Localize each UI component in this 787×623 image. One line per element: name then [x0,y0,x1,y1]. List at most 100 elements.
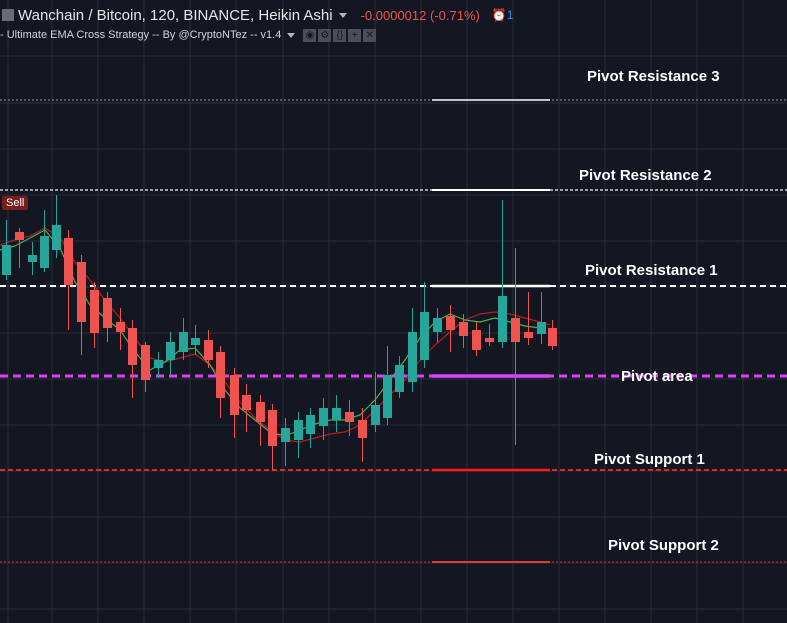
study-label[interactable]: - Ultimate EMA Cross Strategy -- By @Cry… [0,29,282,41]
candle [40,210,49,272]
candle-body [281,428,290,442]
pivot-support-2-label: Pivot Support 2 [608,537,719,554]
pivot-resistance-2-label: Pivot Resistance 2 [579,167,712,184]
candle [371,372,380,432]
add-icon[interactable]: + [348,28,362,42]
candle-body [256,402,265,422]
chevron-down-icon[interactable] [287,32,296,38]
candle [459,314,468,348]
price-change: -0.0000012 (-0.71%) [360,7,480,23]
candle [230,368,239,438]
candle [306,408,315,448]
candle-body [319,408,328,426]
candle-body [179,332,188,352]
candle-body [548,328,557,346]
candle [216,346,225,418]
candle [524,292,533,345]
candle-body [420,312,429,360]
candle-body [77,262,86,322]
candle [446,305,455,352]
candle [77,255,86,355]
candle [332,395,341,432]
candle [319,398,328,440]
candle [383,346,392,425]
candle-body [242,395,251,410]
candle [420,282,429,368]
candle [154,352,163,378]
settings-icon[interactable]: ⚙ [318,28,332,42]
candle-body [191,338,200,345]
pivot-resistance-1-label: Pivot Resistance 1 [585,262,718,279]
candle [358,408,367,462]
candle-body [537,322,546,334]
candle-body [524,332,533,338]
candle [395,356,404,398]
close-icon[interactable]: ✕ [363,28,377,42]
candle-body [216,352,225,398]
sell-signal-badge: Sell [2,196,29,210]
candle-body [459,322,468,336]
alarm-clock-icon[interactable]: ⏰1 [491,8,514,22]
candle [433,308,442,342]
candle [294,412,303,458]
candle-body [90,290,99,333]
candle [537,292,546,344]
candle-body [358,420,367,438]
candle-body [332,408,341,420]
candle-body [446,316,455,330]
candle-body [230,375,239,415]
candles [2,195,557,470]
study-legend: - Ultimate EMA Cross Strategy -- By @Cry… [0,27,378,43]
candle-body [166,342,175,360]
candle-body [371,405,380,425]
pivot-support-1-label: Pivot Support 1 [594,451,705,468]
candle [166,332,175,375]
collapse-icon[interactable] [2,9,14,21]
candle-body [345,412,354,422]
candle [256,395,265,446]
candle-body [395,365,404,392]
candle [268,404,277,470]
candle [90,282,99,348]
candle-body [141,345,150,380]
candle-body [408,332,417,382]
candle [345,400,354,436]
candle [204,330,213,368]
candle-body [268,410,277,446]
candle-body [433,318,442,332]
pivot-resistance-3-label: Pivot Resistance 3 [587,68,720,85]
candle-body [204,340,213,360]
symbol-title[interactable]: Wanchain / Bitcoin, 120, BINANCE, Heikin… [18,6,333,24]
candle [64,230,73,330]
pivot-area-label: Pivot area [621,368,693,385]
candle-body [128,328,137,365]
candle-body [154,360,163,368]
candle [103,292,112,342]
candle-body [511,318,520,342]
candle-body [2,245,11,275]
candle [179,318,188,360]
candle [498,200,507,348]
candle-body [28,255,37,262]
candle-body [485,338,494,342]
candle-body [498,296,507,342]
alarm-count: 1 [506,8,514,22]
candle [548,320,557,350]
candle [242,384,251,432]
candle [116,308,125,350]
candle [472,322,481,356]
candle [128,320,137,398]
candle-body [64,238,73,285]
source-code-icon[interactable]: {} [333,28,347,42]
eye-icon[interactable]: ◉ [303,28,317,42]
candle-body [15,232,24,240]
candle [408,308,417,392]
chart-legend: Wanchain / Bitcoin, 120, BINANCE, Heikin… [0,4,513,26]
candle-body [40,236,49,268]
candle [141,342,150,392]
candle [28,242,37,275]
chevron-down-icon[interactable] [338,12,347,18]
candle [281,418,290,466]
